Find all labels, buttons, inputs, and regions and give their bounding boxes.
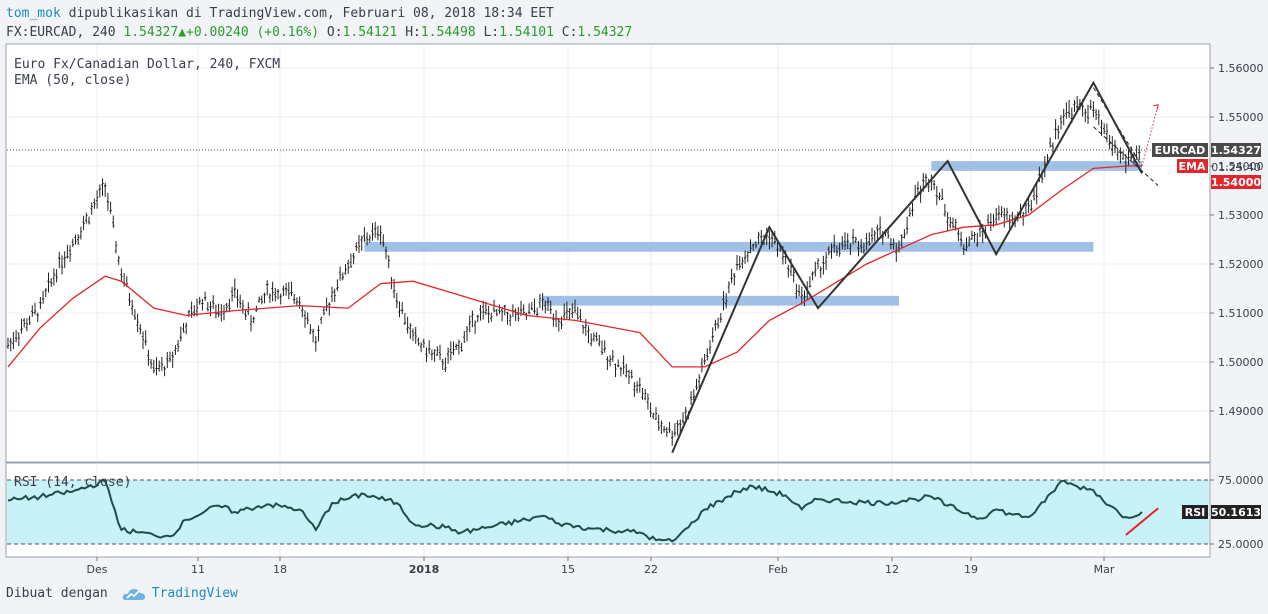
support-zone [931, 161, 1142, 171]
high-label: H: [405, 25, 421, 40]
author-link[interactable]: tom_mok [6, 6, 61, 21]
rsi-trend-path [1125, 507, 1159, 536]
ema-price-label: EMA 01:25:40 1.54000 [1177, 159, 1261, 189]
channel-upper [1092, 87, 1143, 167]
close-label: C: [561, 25, 578, 40]
price-tick-label: 1.52000 [1218, 258, 1264, 271]
time-axis[interactable]: Des 11 18 2018 15 22 Feb 12 19 Mar [6, 556, 1210, 576]
wedge-channel [1092, 87, 1159, 186]
price-tick-label: 1.50000 [1218, 356, 1264, 369]
zigzag-line [671, 80, 1143, 454]
published-text: dipublikasikan di TradingView.com, Febru… [68, 6, 554, 21]
up-arrow-icon: ▲ [178, 25, 187, 40]
support-zone [542, 295, 899, 306]
time-tick-label: Des [87, 563, 108, 576]
close-value: 1.54327 [577, 25, 633, 40]
price-tick-label: 1.53000 [1218, 209, 1264, 222]
time-tick-label: 18 [273, 563, 287, 576]
channel-lower [1093, 126, 1159, 186]
tradingview-brand[interactable]: TradingView [151, 586, 238, 601]
symbol-label: FX:EURCAD, 240 [6, 25, 116, 40]
high-value: 1.54498 [420, 25, 476, 40]
symbol-price-tag: 1.54327 [1211, 144, 1261, 157]
tradingview-cloud-icon [122, 589, 145, 600]
support-zones [364, 161, 1142, 306]
ema-price-tag: 1.54000 [1211, 176, 1261, 189]
rsi-line [7, 478, 1143, 543]
time-tick-label: 15 [561, 563, 575, 576]
price-tick-label: 1.49000 [1218, 405, 1264, 418]
rsi-value-tag: 50.1613 [1211, 506, 1261, 519]
time-tick-label: Mar [1094, 563, 1115, 576]
rsi-path [7, 478, 1143, 543]
footer: Dibuat dengan TradingView [6, 585, 238, 603]
ema-tag: EMA [1179, 160, 1206, 173]
legend-rsi: RSI (14, close) [14, 475, 131, 490]
support-zone [364, 241, 1094, 252]
rsi-axis[interactable]: 75.0000 25.0000 [1210, 474, 1264, 551]
symbol-tag: EURCAD [1155, 144, 1206, 157]
made-with-text: Dibuat dengan [6, 586, 108, 601]
time-tick-label: 19 [964, 563, 978, 576]
ema-line [7, 165, 1142, 368]
publish-line: tom_mok dipublikasikan di TradingView.co… [6, 4, 632, 23]
rsi-trendline [1125, 507, 1159, 536]
price-tick-label: 1.51000 [1218, 307, 1264, 320]
price-change: +0.00240 (+0.16%) [186, 25, 320, 40]
countdown: 01:25:40 [1211, 161, 1260, 174]
legend-ema: EMA (50, close) [14, 73, 131, 88]
symbol-price-label: EURCAD 1.54327 [1152, 143, 1261, 157]
rsi-tick-label: 75.0000 [1218, 474, 1264, 487]
time-tick-label: 12 [885, 563, 899, 576]
open-value: 1.54121 [342, 25, 398, 40]
ema-path [7, 165, 1142, 368]
low-value: 1.54101 [499, 25, 554, 40]
main-pane[interactable] [5, 43, 1211, 463]
price-tick-label: 1.54000 [1218, 160, 1264, 173]
time-tick-label: Feb [768, 563, 787, 576]
projection-path [1141, 104, 1159, 167]
projection-arrow [1141, 104, 1159, 167]
price-bars [6, 96, 1141, 446]
zigzag-path [671, 80, 1143, 454]
price-tick-label: 1.55000 [1218, 111, 1264, 124]
rsi-band [7, 480, 1209, 544]
time-tick-label: 22 [644, 563, 658, 576]
last-price: 1.54327 [123, 25, 179, 40]
ohlc-line: FX:EURCAD, 240 1.54327▲+0.00240 (+0.16%)… [6, 23, 632, 42]
rsi-tick-label: 25.0000 [1218, 538, 1264, 551]
time-tick-label: 11 [191, 563, 205, 576]
time-tick-label: 2018 [409, 563, 440, 576]
open-label: O: [326, 25, 343, 40]
price-tick-label: 1.56000 [1218, 62, 1264, 75]
rsi-tag: RSI [1185, 506, 1206, 519]
legend-symbol: Euro Fx/Canadian Dollar, 240, FXCM [14, 57, 280, 72]
projection-arrowhead [1153, 104, 1159, 110]
chart-header: tom_mok dipublikasikan di TradingView.co… [6, 4, 632, 42]
low-label: L: [483, 25, 500, 40]
rsi-value-label: RSI 50.1613 [1182, 505, 1261, 519]
price-axis[interactable]: 1.56000 1.55000 1.54000 1.53000 1.52000 1.510… [1210, 62, 1264, 418]
